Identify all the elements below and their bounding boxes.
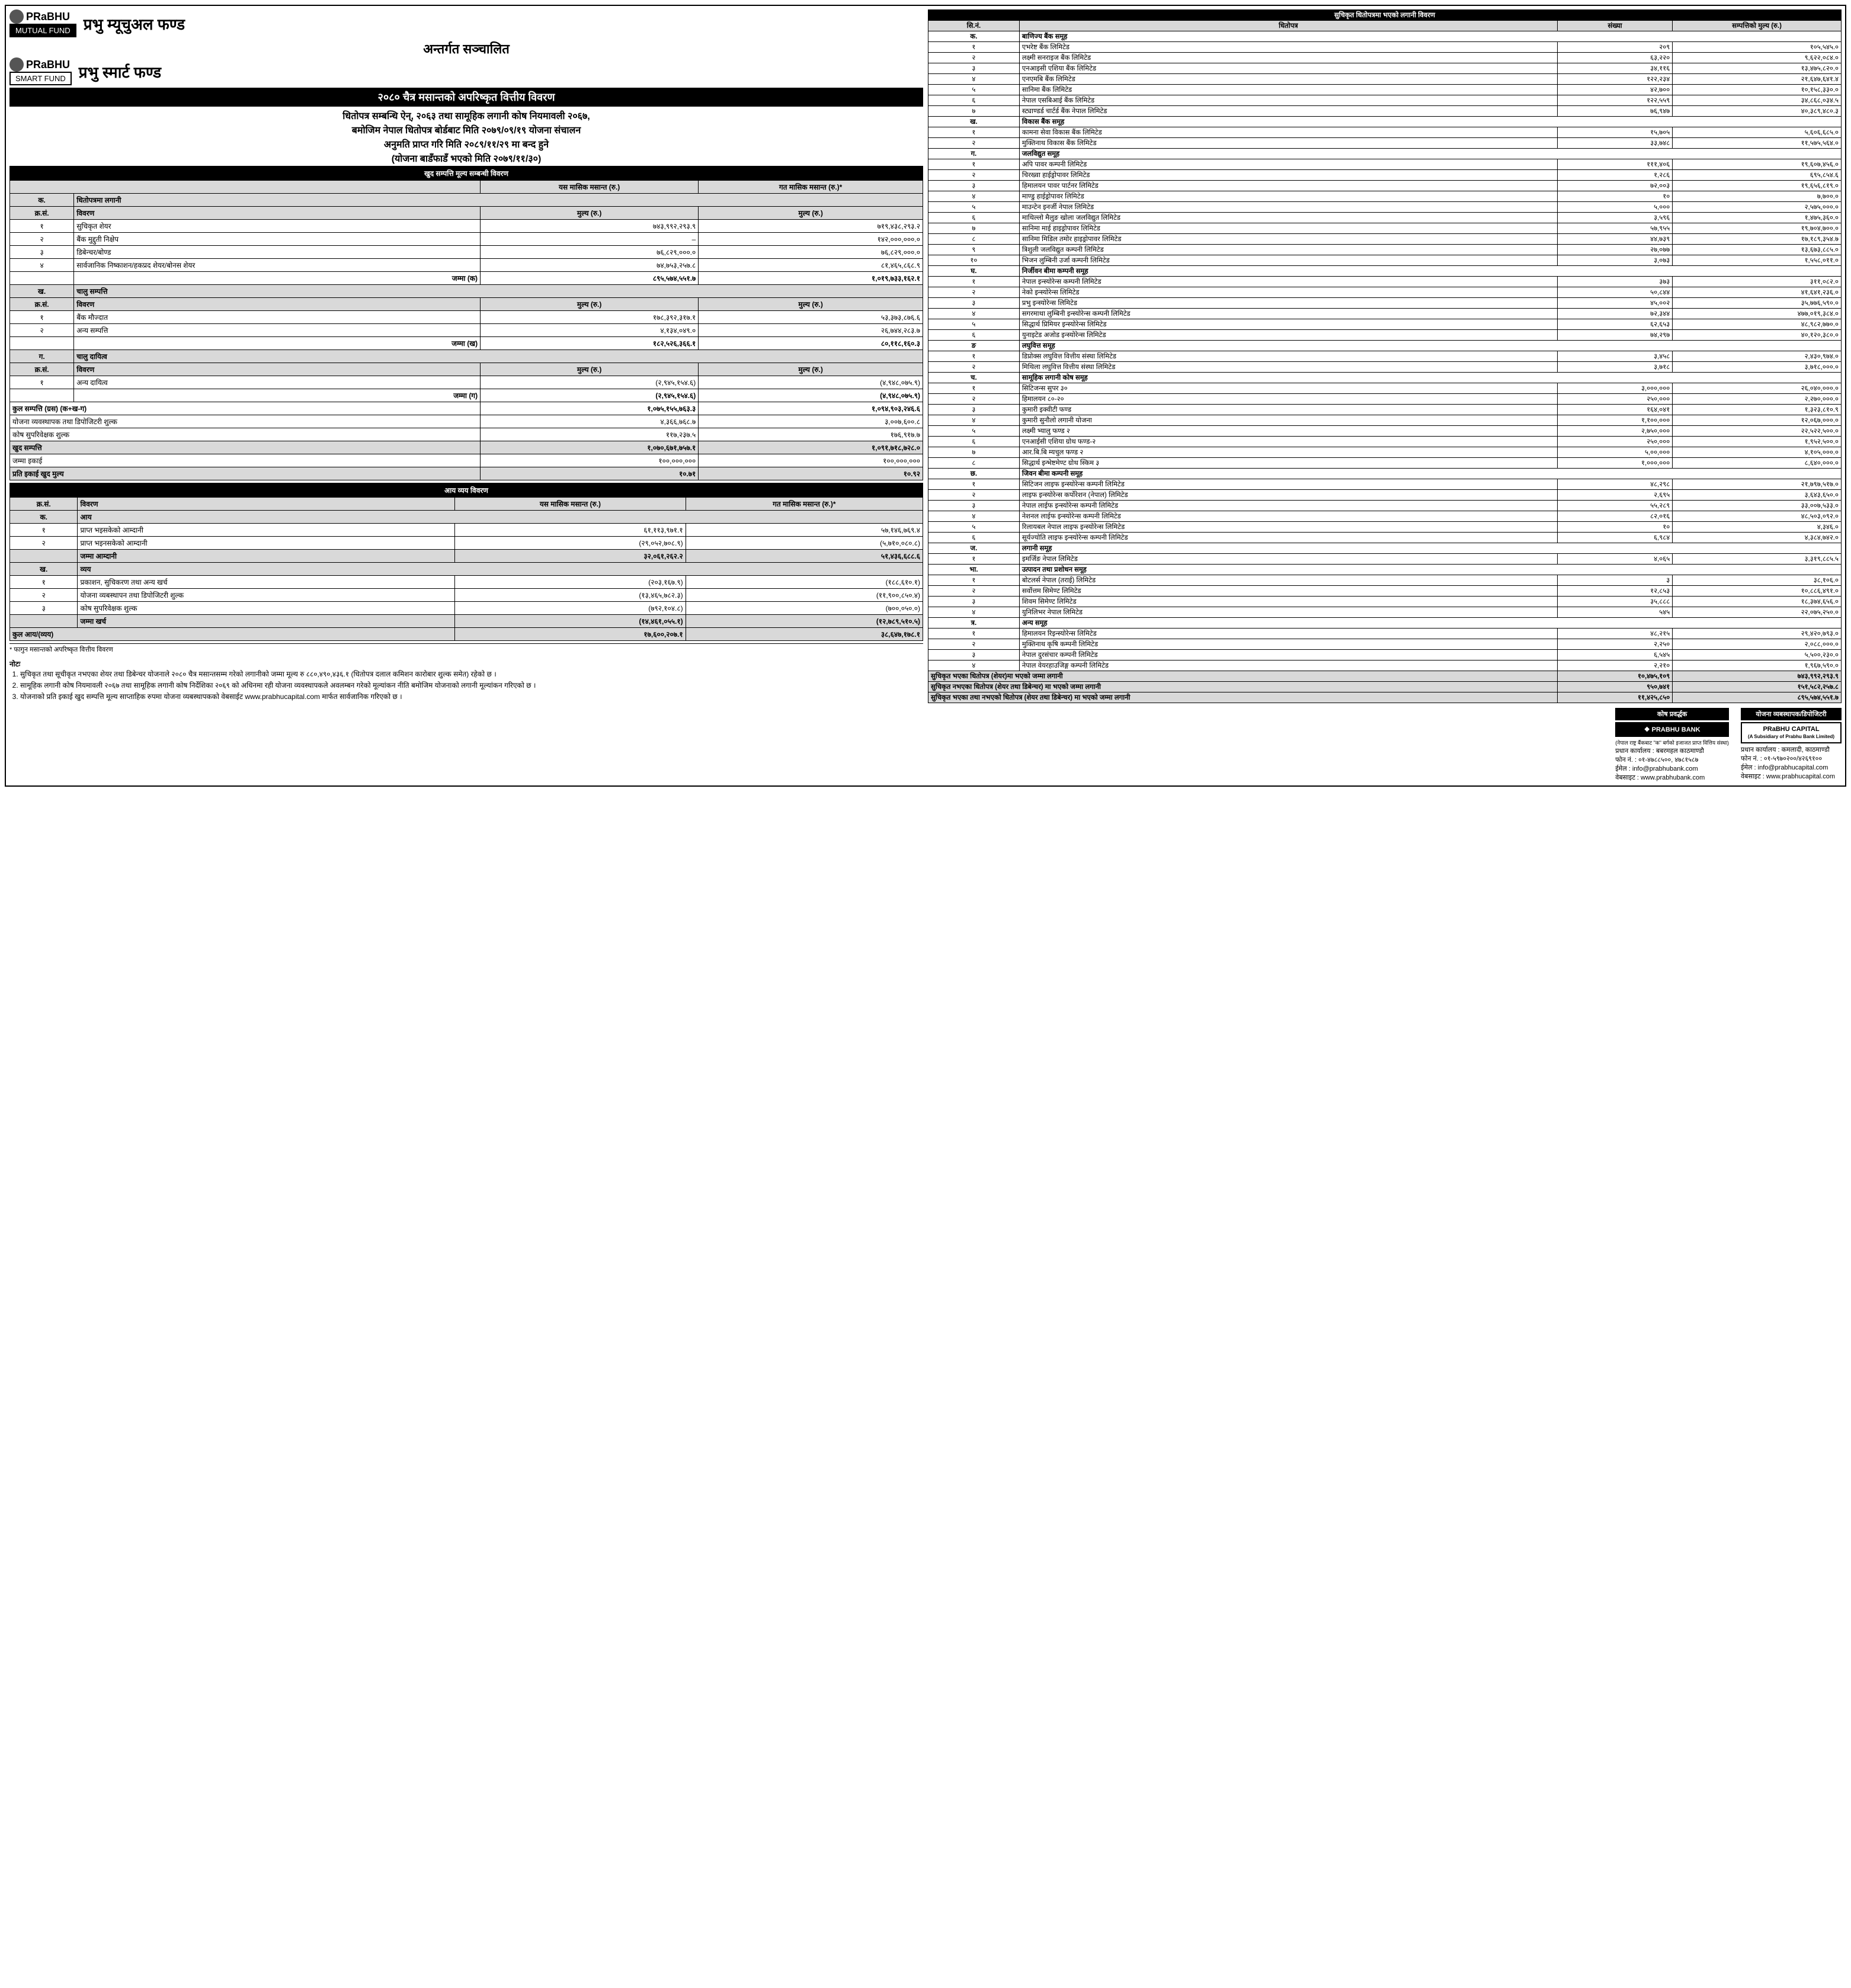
brand-text-2: PRaBHU	[26, 59, 70, 71]
notes-hdr: नोटः	[9, 660, 20, 668]
footer: कोष प्रवर्द्धक ❖ PRABHU BANK (नेपाल राष्…	[928, 708, 1842, 782]
footnote: * फागुन मसान्तको अपरिष्कृत वित्तीय विवरण	[9, 643, 923, 654]
nav-title: खुद सम्पत्ति मूल्य सम्बन्धी विवरण	[10, 166, 923, 181]
left-column: PRaBHU MUTUAL FUND प्रभु म्यूचुअल फण्ड अ…	[9, 9, 923, 782]
right-column: सुचिकृत धितोपत्रमा भएको लगानी विवरण सि.न…	[928, 9, 1842, 782]
note-2: सामूहिक लगानी कोष नियमावली २०६७ तथा सामू…	[20, 680, 923, 690]
income-table: आय व्यय विवरण क्र.सं.विवरणयस मासिक मसान्…	[9, 483, 923, 641]
main-container: PRaBHU MUTUAL FUND प्रभु म्यूचुअल फण्ड अ…	[5, 5, 1846, 787]
mgr-hdr: योजना व्यबस्थापक/डिपोजिटरी	[1741, 708, 1842, 720]
notes-section: नोटः सुचिकृत तथा सूचीकृत नभएका शेयर तथा …	[9, 659, 923, 701]
sf-title-np: प्रभु स्मार्ट फण्ड	[79, 61, 161, 82]
main-title: २०८० चैत्र मसान्तको अपरिष्कृत वित्तीय वि…	[9, 88, 923, 107]
brand-text: PRaBHU	[26, 11, 70, 23]
note-1: सुचिकृत तथा सूचीकृत नभएका शेयर तथा डिबेन…	[20, 669, 923, 679]
rupee-icon	[9, 57, 24, 72]
operated-text: अन्तर्गत सञ्चालित	[9, 40, 923, 57]
sub4: (योजना बाडँफाडँ भएको मिति २०७९/११/३०)	[9, 152, 923, 165]
sub1: धितोपत्र सम्बन्धि ऐन्, २०६३ तथा सामूहिक …	[9, 109, 923, 122]
nav-table: खुद सम्पत्ति मूल्य सम्बन्धी विवरण यस मास…	[9, 166, 923, 480]
income-title: आय व्यय विवरण	[10, 483, 923, 498]
mf-label: MUTUAL FUND	[15, 26, 71, 35]
promoter-hdr: कोष प्रवर्द्धक	[1615, 708, 1729, 720]
manager-col: योजना व्यबस्थापक/डिपोजिटरी PRaBHU CAPITA…	[1741, 708, 1842, 782]
mgr-logo: PRaBHU CAPITAL(A Subsidiary of Prabhu Ba…	[1741, 722, 1842, 743]
sf-logo: PRaBHU SMART FUND	[9, 57, 72, 85]
rupee-icon	[9, 9, 24, 24]
header-sf: PRaBHU SMART FUND प्रभु स्मार्ट फण्ड	[9, 57, 923, 85]
mf-title-np: प्रभु म्यूचुअल फण्ड	[84, 13, 185, 34]
promoter-col: कोष प्रवर्द्धक ❖ PRABHU BANK (नेपाल राष्…	[1615, 708, 1729, 782]
holdings-title: सुचिकृत धितोपत्रमा भएको लगानी विवरण	[928, 10, 1842, 21]
sub2: बमोजिम नेपाल धितोपत्र बोर्डबाट मिति २०७९…	[9, 123, 923, 136]
promoter-logo: ❖ PRABHU BANK	[1615, 722, 1729, 737]
holdings-table: सुचिकृत धितोपत्रमा भएको लगानी विवरण सि.न…	[928, 9, 1842, 703]
mf-logo: PRaBHU MUTUAL FUND	[9, 9, 76, 37]
sub3: अनुमति प्राप्त गरि मिति २०८९/११/२९ मा बन…	[9, 137, 923, 150]
sf-label: SMART FUND	[15, 74, 66, 83]
note-3: योजनाको प्रति इकाई खुद सम्पत्ति मूल्य सा…	[20, 691, 923, 701]
header-mf: PRaBHU MUTUAL FUND प्रभु म्यूचुअल फण्ड	[9, 9, 923, 37]
